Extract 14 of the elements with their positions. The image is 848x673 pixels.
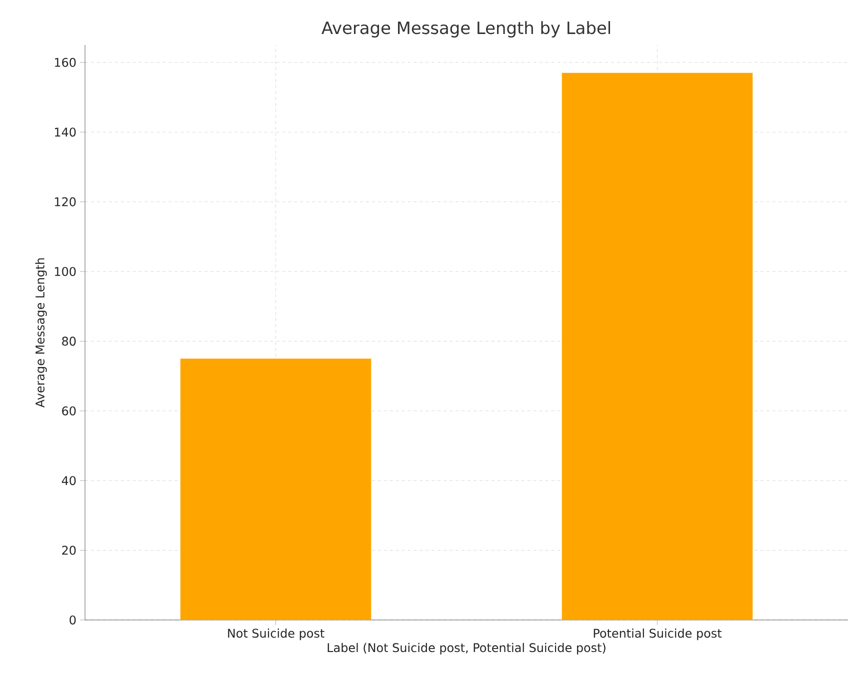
y-tick-label: 100 xyxy=(54,266,76,276)
x-tick-label: Potential Suicide post xyxy=(594,628,722,640)
y-tick-label: 80 xyxy=(62,336,76,346)
y-tick-label: 140 xyxy=(54,128,76,137)
y-tick-label: 120 xyxy=(54,197,76,206)
x-tick-label: Not Suicide post xyxy=(228,628,324,640)
x-axis-title: Label (Not Suicide post, Potential Suicide post) xyxy=(328,642,606,654)
y-tick-label: 20 xyxy=(62,546,76,555)
y-tick-label: 160 xyxy=(54,58,76,67)
chart-title: Average Message Length by Label xyxy=(322,21,610,38)
y-tick-label: 0 xyxy=(70,615,76,625)
y-tick-label: 60 xyxy=(62,406,76,416)
y-axis-title: Average Message Length xyxy=(35,258,47,408)
y-tick-label: 40 xyxy=(62,476,76,486)
